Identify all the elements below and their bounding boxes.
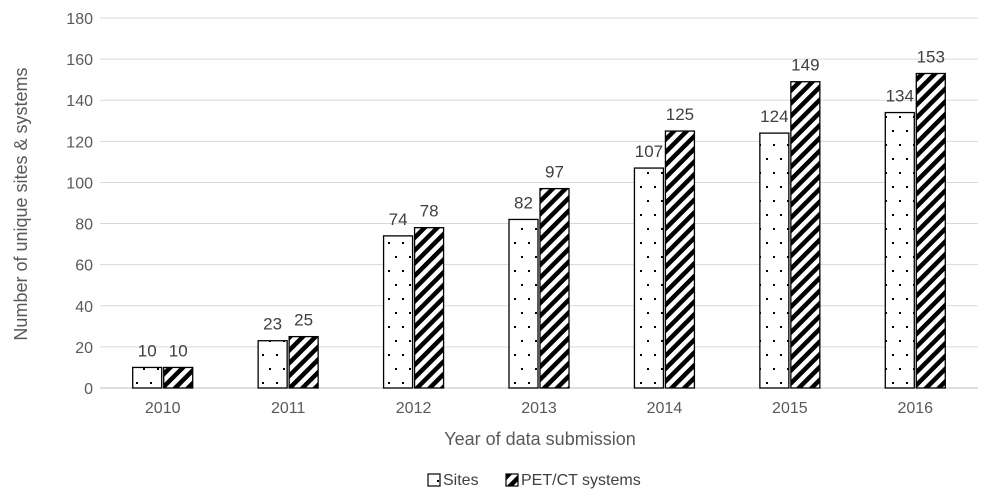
y-tick-label: 120 — [66, 134, 93, 151]
data-label: 107 — [635, 142, 663, 161]
bar-sites — [759, 132, 790, 389]
bar-sites — [257, 340, 288, 389]
data-label: 153 — [917, 48, 945, 67]
x-tick-label: 2013 — [521, 400, 557, 417]
y-tick-label: 20 — [75, 340, 93, 357]
bar-sites — [382, 235, 414, 389]
x-tick-label: 2016 — [897, 400, 933, 417]
data-label: 25 — [294, 311, 313, 330]
data-label: 74 — [389, 210, 408, 229]
bar-sites — [132, 366, 163, 389]
data-label: 10 — [138, 341, 157, 360]
bar-petct-systems — [790, 81, 821, 389]
bar-petct-systems — [539, 187, 570, 389]
x-tick-label: 2014 — [647, 400, 683, 417]
bar-petct-systems — [288, 335, 319, 389]
y-tick-label: 160 — [66, 52, 93, 69]
y-axis-title: Number of unique sites & systems — [11, 67, 31, 340]
bars — [132, 72, 946, 389]
bar-petct-systems — [413, 227, 445, 389]
bar-petct-systems — [163, 366, 194, 389]
legend-swatch-sites — [427, 473, 441, 487]
y-tick-label: 60 — [75, 258, 93, 275]
data-label: 124 — [760, 107, 788, 126]
y-tick-label: 180 — [66, 11, 93, 28]
legend-swatch-petct — [505, 473, 519, 487]
legend-label-sites: Sites — [443, 472, 479, 489]
data-label: 82 — [514, 193, 533, 212]
data-label: 134 — [886, 87, 914, 106]
gridlines — [100, 17, 978, 389]
bar-petct-systems — [915, 72, 946, 389]
bar-sites — [633, 167, 665, 389]
data-label: 97 — [545, 163, 564, 182]
bar-petct-systems — [664, 130, 696, 389]
data-label: 10 — [169, 341, 188, 360]
x-axis-title: Year of data submission — [444, 429, 635, 449]
bar-sites — [508, 218, 539, 389]
y-tick-label: 80 — [75, 217, 93, 234]
x-tick-label: 2010 — [145, 400, 181, 417]
y-tick-label: 40 — [75, 299, 93, 316]
y-axis-ticks: 0 20 40 60 80 100 120 140 160 180 — [66, 11, 93, 398]
data-label: 149 — [791, 56, 819, 75]
legend: Sites PET/CT systems — [427, 472, 641, 489]
x-tick-label: 2011 — [271, 400, 306, 417]
data-label: 23 — [263, 315, 282, 334]
x-tick-label: 2015 — [772, 400, 808, 417]
y-tick-label: 0 — [84, 381, 93, 398]
y-tick-label: 100 — [66, 175, 93, 192]
x-axis-ticks: 2010 2011 2012 2013 2014 2015 2016 — [145, 400, 933, 417]
data-label: 125 — [666, 105, 694, 124]
data-label: 78 — [420, 202, 439, 221]
x-tick-label: 2012 — [396, 400, 432, 417]
legend-label-petct: PET/CT systems — [521, 472, 641, 489]
bar-sites — [884, 111, 915, 389]
y-tick-label: 140 — [66, 93, 93, 110]
